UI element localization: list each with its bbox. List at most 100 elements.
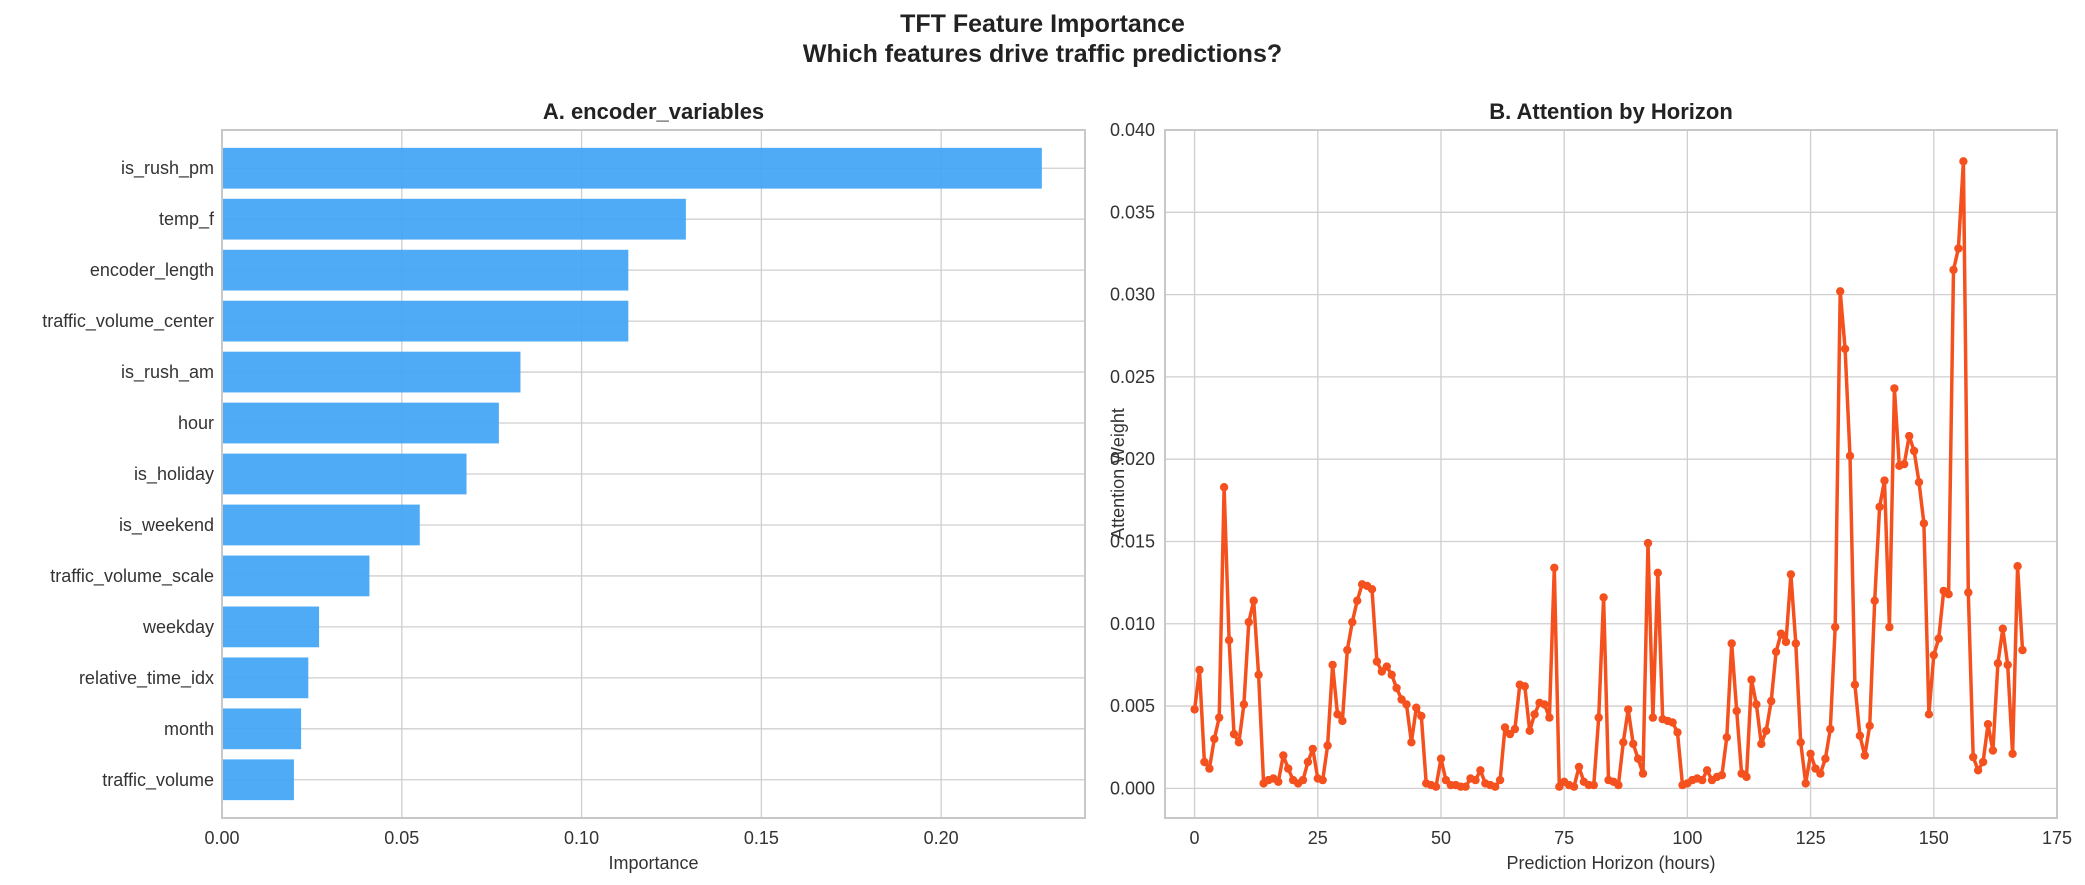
attention-point <box>1964 588 1973 597</box>
panel-b-frame <box>1164 129 2058 819</box>
attention-point <box>1767 696 1776 706</box>
attention-point <box>1491 782 1500 791</box>
panel-b-y-tick-label: 0.005 <box>1110 696 1155 716</box>
attention-point <box>1362 581 1372 591</box>
attention-point <box>1303 757 1313 767</box>
panel-b-x-axis-label: Prediction Horizon (hours) <box>1506 853 1715 873</box>
bar-traffic_volume_center <box>222 300 629 342</box>
attention-point <box>1520 682 1530 691</box>
attention-point <box>2008 749 2017 758</box>
figure-title: TFT Feature Importance <box>900 10 1185 38</box>
attention-point <box>1949 265 1958 275</box>
attention-point <box>1456 782 1465 791</box>
attention-point <box>1569 782 1579 791</box>
attention-point <box>1865 721 1874 730</box>
attention-point <box>1229 729 1239 739</box>
attention-point <box>1298 775 1308 785</box>
attention-point <box>1993 659 2003 668</box>
attention-point <box>1510 724 1520 734</box>
panel-a-category-label: is_rush_am <box>121 362 214 383</box>
attention-point <box>1969 752 1978 762</box>
attention-point <box>1905 431 1914 441</box>
attention-point <box>1574 762 1584 772</box>
attention-point <box>1387 670 1396 679</box>
attention-point <box>1831 622 1840 632</box>
attention-point <box>1698 775 1707 785</box>
attention-point <box>1678 780 1687 790</box>
attention-point <box>1840 344 1850 354</box>
attention-point <box>1776 629 1786 638</box>
attention-point <box>1752 700 1761 709</box>
bar-traffic_volume_scale <box>222 555 370 597</box>
panel-b-y-tick-label: 0.015 <box>1110 531 1155 551</box>
attention-point <box>1234 738 1244 747</box>
attention-point <box>1224 636 1234 645</box>
attention-point <box>1205 764 1214 773</box>
panel-a-frame <box>221 129 1086 819</box>
attention-point <box>1717 771 1727 780</box>
attention-point <box>1890 384 1899 393</box>
attention-point <box>2013 562 2022 571</box>
attention-point <box>1353 596 1362 605</box>
attention-point <box>1880 476 1889 485</box>
attention-point <box>1614 780 1623 790</box>
attention-point <box>1934 634 1943 643</box>
panel-b-y-tick-label: 0.000 <box>1110 778 1155 798</box>
attention-point <box>1929 650 1939 660</box>
attention-point <box>1707 775 1717 785</box>
attention-point <box>1407 738 1416 747</box>
attention-point <box>1500 723 1510 732</box>
attention-point <box>1584 780 1594 790</box>
panel-a-x-tick-label: 0.05 <box>384 828 419 848</box>
attention-point <box>1609 777 1618 786</box>
attention-point <box>1643 538 1653 548</box>
attention-point <box>1481 779 1490 788</box>
attention-point <box>1653 568 1663 577</box>
attention-point <box>1875 502 1884 512</box>
attention-point <box>1638 769 1648 778</box>
bar-is_rush_am <box>222 351 521 393</box>
attention-point <box>1402 700 1411 709</box>
bar-month <box>222 708 302 750</box>
attention-point <box>1343 645 1352 655</box>
attention-point <box>1461 782 1470 791</box>
attention-point <box>1702 766 1712 775</box>
attention-point <box>1624 705 1633 714</box>
panel-a-category-label: hour <box>178 413 214 433</box>
attention-point <box>1308 744 1318 754</box>
attention-point <box>1954 244 1963 253</box>
attention-point <box>1284 764 1293 773</box>
panel-b-x-tick-label: 125 <box>1796 828 1826 848</box>
attention-point <box>1190 705 1199 714</box>
attention-point <box>1560 777 1569 786</box>
attention-point <box>1885 622 1894 632</box>
attention-point <box>1382 662 1392 671</box>
panel-a-category-label: traffic_volume <box>102 770 214 791</box>
attention-point <box>1742 772 1751 782</box>
attention-point <box>1845 451 1855 461</box>
attention-point <box>1426 780 1436 790</box>
bar-hour <box>222 402 499 444</box>
attention-point <box>1658 715 1667 724</box>
attention-point <box>1377 667 1387 676</box>
attention-point <box>1397 695 1406 704</box>
attention-point <box>1914 478 1924 487</box>
attention-point <box>1579 777 1589 786</box>
attention-point <box>1412 703 1421 712</box>
attention-point <box>1757 739 1766 749</box>
panel-b-y-tick-label: 0.010 <box>1110 614 1155 634</box>
attention-point <box>1737 769 1746 778</box>
attention-point <box>1338 716 1347 726</box>
attention-point <box>1486 780 1495 790</box>
attention-point <box>1244 617 1254 627</box>
attention-point <box>1683 779 1692 788</box>
attention-point <box>1712 772 1722 782</box>
attention-point <box>1973 766 1983 775</box>
attention-point <box>1978 757 1988 767</box>
attention-point <box>1471 775 1480 785</box>
attention-point <box>1673 728 1682 737</box>
attention-point <box>1550 563 1559 572</box>
attention-point <box>1313 774 1323 783</box>
attention-point <box>1855 731 1865 740</box>
